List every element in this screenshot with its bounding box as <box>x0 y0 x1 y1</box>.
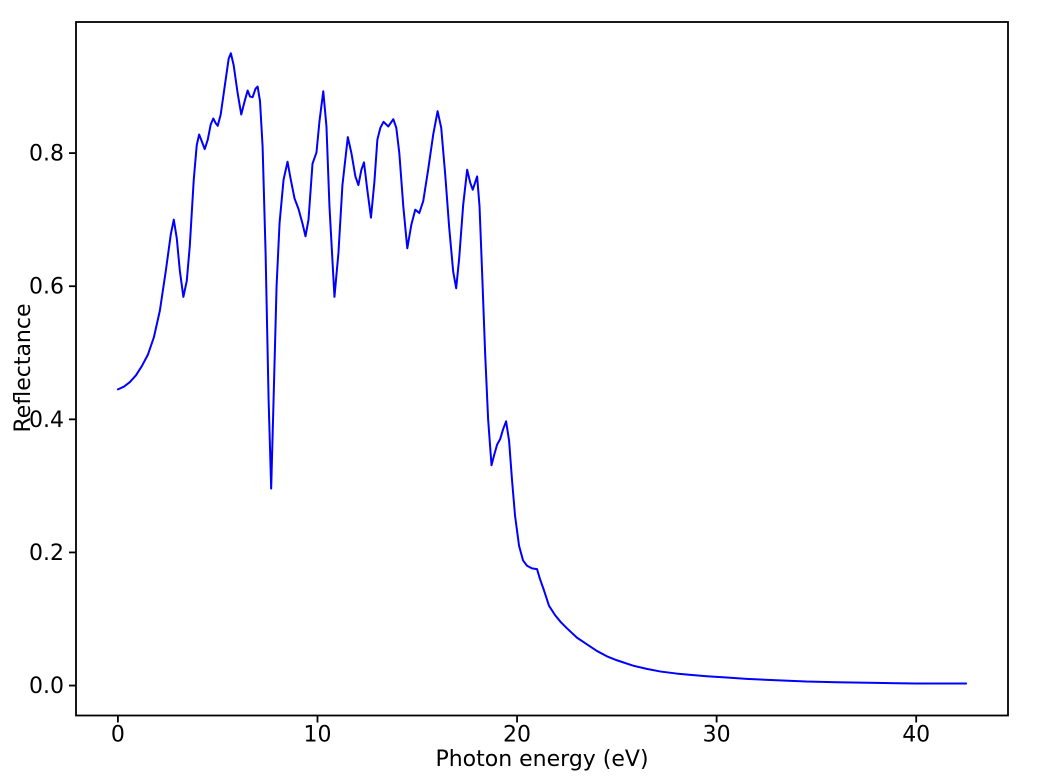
axes-frame <box>75 21 1009 717</box>
y-axis-label: Reflectance <box>11 303 36 432</box>
x-tick-label: 30 <box>703 723 731 748</box>
y-tick-label: 0.0 <box>29 674 64 699</box>
reflectance-curve <box>116 52 968 685</box>
x-ticks: 0 10 20 30 40 <box>111 715 930 748</box>
x-tick-label: 40 <box>902 723 930 748</box>
x-tick-label: 0 <box>111 723 125 748</box>
y-tick-label: 0.2 <box>29 541 64 566</box>
x-tick-label: 10 <box>303 723 331 748</box>
y-tick-label: 0.6 <box>29 275 64 300</box>
x-axis-label: Photon energy (eV) <box>435 747 648 772</box>
x-tick-label: 20 <box>503 723 531 748</box>
y-tick-label: 0.4 <box>29 408 64 433</box>
y-ticks: 0.0 0.2 0.4 0.6 0.8 <box>29 142 76 699</box>
y-tick-label: 0.8 <box>29 142 64 167</box>
